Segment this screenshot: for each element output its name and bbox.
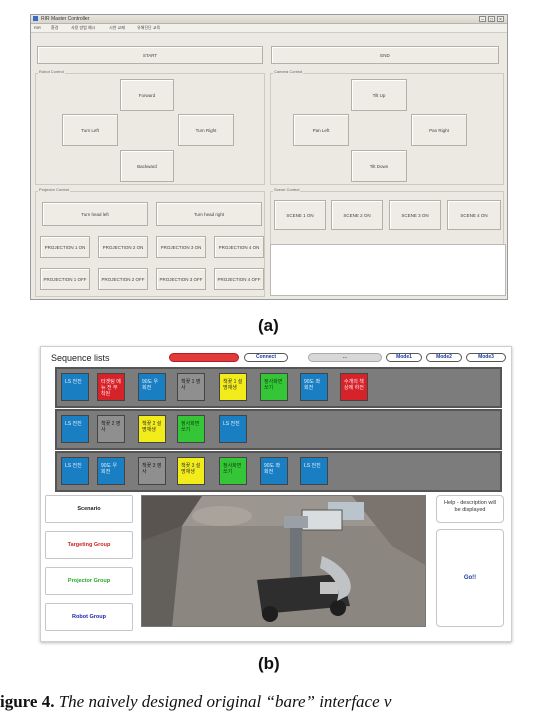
projector-control-label: Projector Control	[38, 187, 71, 192]
sequence-tile[interactable]: 타겟팅 메뉴 전 부착된	[97, 373, 125, 401]
robot-camera-view	[141, 495, 426, 627]
sequence-lists-title: Sequence lists	[51, 353, 110, 363]
figure-caption: igure 4. The naively designed original “…	[0, 692, 550, 712]
projector-group-button[interactable]: Projector Group	[45, 567, 133, 595]
scene-control-group: Scene Control SCENE 1 ON SCENE 2 ON SCEN…	[270, 187, 506, 296]
projection-2-off-button[interactable]: PROJECTION 2 OFF	[98, 268, 148, 290]
projector-control-group: Projector Control Turn head left Turn he…	[35, 187, 265, 297]
help-box: Help - description will be displayed	[436, 495, 504, 523]
maximize-icon[interactable]: □	[488, 16, 495, 23]
figure-a-label: (a)	[258, 316, 279, 335]
backward-button[interactable]: Backward	[120, 150, 174, 182]
sequence-tile[interactable]: 정사화면 쏘기	[260, 373, 288, 401]
turn-head-left-button[interactable]: Turn head left	[42, 202, 148, 226]
projection-2-on-button[interactable]: PROJECTION 2 ON	[98, 236, 148, 258]
sequence-tile[interactable]: 책꽂 3 설명재생	[177, 457, 205, 485]
menu-item-education[interactable]: 유해진단 교육	[137, 25, 161, 30]
mode2-button[interactable]: Mode2	[426, 353, 462, 362]
camera-control-label: Camera Control	[273, 69, 304, 74]
tilt-up-button[interactable]: Tilt Up	[351, 79, 407, 111]
sequence-tile[interactable]: LS 전진	[61, 415, 89, 443]
sequence-tile[interactable]: 90도 우 회전	[97, 457, 125, 485]
turn-left-button[interactable]: Turn Left	[62, 114, 118, 146]
start-button[interactable]: START	[37, 46, 263, 64]
pan-right-button[interactable]: Pan Right	[411, 114, 467, 146]
sequence-tile[interactable]: 정사화면 쏘기	[177, 415, 205, 443]
mode1-button[interactable]: Mode1	[386, 353, 422, 362]
menu-item-rir[interactable]: RIR	[34, 25, 41, 30]
sequence-tile[interactable]: 책꽂 2 영사	[97, 415, 125, 443]
figure-caption-text: igure 4. The naively designed original “…	[0, 692, 391, 711]
sequence-tile[interactable]: LS 전진	[61, 457, 89, 485]
sequence-tile[interactable]: 책꽂 1 설명재생	[219, 373, 247, 401]
sequence-tile[interactable]: 책꽂 1 영사	[177, 373, 205, 401]
turn-right-button[interactable]: Turn Right	[178, 114, 234, 146]
scenario-button[interactable]: Scenario	[45, 495, 133, 523]
projection-1-off-button[interactable]: PROJECTION 1 OFF	[40, 268, 90, 290]
status-pill[interactable]	[169, 353, 239, 362]
scene-output-area	[270, 244, 506, 296]
end-button[interactable]: END	[271, 46, 499, 64]
forward-button[interactable]: Forward	[120, 79, 174, 111]
pan-left-button[interactable]: Pan Left	[293, 114, 349, 146]
sequence-tile[interactable]: 책꽂 3 영사	[138, 457, 166, 485]
sequence-tile[interactable]: LS 전진	[219, 415, 247, 443]
scene-4-on-button[interactable]: SCENE 4 ON	[447, 200, 501, 230]
mode3-button[interactable]: Mode3	[466, 353, 506, 362]
sequence-tile[interactable]: 90도 좌 회전	[260, 457, 288, 485]
tilt-down-button[interactable]: Tilt Down	[351, 150, 407, 182]
sequence-tile[interactable]: LS 전진	[61, 373, 89, 401]
sequence-row-3: LS 전진 90도 우 회전 책꽂 3 영사 책꽂 3 설명재생 정사화면 쏘기…	[55, 451, 502, 492]
robot-group-button[interactable]: Robot Group	[45, 603, 133, 631]
connect-button[interactable]: Connect	[244, 353, 288, 362]
camera-control-group: Camera Control Tilt Up Pan Left Pan Righ…	[270, 69, 504, 185]
camera-feed-image	[142, 496, 425, 626]
master-controller-window: RIR Master Controller – □ × RIR 환경 사용 방법…	[30, 14, 508, 300]
sequence-interface-window: Sequence lists Connect ... Mode1 Mode2 M…	[40, 346, 512, 642]
sequence-tile[interactable]: 정사화면 쏘기	[219, 457, 247, 485]
menu-bar: RIR 환경 사용 방법 예시 시연 교제 유해진단 교육	[31, 24, 507, 33]
sequence-tile[interactable]: 수개의 책상에 하전	[340, 373, 368, 401]
projection-3-off-button[interactable]: PROJECTION 3 OFF	[156, 268, 206, 290]
targeting-group-button[interactable]: Targeting Group	[45, 531, 133, 559]
app-icon	[33, 16, 38, 21]
robot-control-group: Robot Control Forward Turn Left Turn Rig…	[35, 69, 265, 185]
title-bar: RIR Master Controller – □ ×	[31, 15, 507, 24]
sequence-tile[interactable]: LS 전진	[300, 457, 328, 485]
turn-head-right-button[interactable]: Turn head right	[156, 202, 262, 226]
connection-status-pill: ...	[308, 353, 382, 362]
sequence-tile[interactable]: 90도 좌 회전	[300, 373, 328, 401]
sequence-row-1: LS 전진 타겟팅 메뉴 전 부착된 90도 우 회전 책꽂 1 영사 책꽂 1…	[55, 367, 502, 408]
scene-2-on-button[interactable]: SCENE 2 ON	[331, 200, 383, 230]
projection-1-on-button[interactable]: PROJECTION 1 ON	[40, 236, 90, 258]
menu-item-env[interactable]: 환경	[51, 25, 59, 30]
window-title: RIR Master Controller	[41, 16, 90, 22]
figure-b-label: (b)	[258, 654, 280, 673]
projection-3-on-button[interactable]: PROJECTION 3 ON	[156, 236, 206, 258]
sequence-row-2: LS 전진 책꽂 2 영사 책꽂 2 설명재생 정사화면 쏘기 LS 전진	[55, 409, 502, 450]
menu-item-usage[interactable]: 사용 방법 예시	[71, 25, 96, 30]
go-button[interactable]: Go!!	[436, 529, 504, 627]
close-icon[interactable]: ×	[497, 16, 504, 23]
scene-3-on-button[interactable]: SCENE 3 ON	[389, 200, 441, 230]
robot-control-label: Robot Control	[38, 69, 65, 74]
scene-control-label: Scene Control	[273, 187, 301, 192]
figure-caption-body: The naively designed original “bare” int…	[54, 692, 392, 711]
figure-caption-number: igure 4.	[0, 692, 55, 711]
projection-4-off-button[interactable]: PROJECTION 4 OFF	[214, 268, 264, 290]
minimize-icon[interactable]: –	[479, 16, 486, 23]
projection-4-on-button[interactable]: PROJECTION 4 ON	[214, 236, 264, 258]
scene-1-on-button[interactable]: SCENE 1 ON	[274, 200, 326, 230]
sequence-tile[interactable]: 책꽂 2 설명재생	[138, 415, 166, 443]
menu-item-demo[interactable]: 시연 교제	[109, 25, 125, 30]
sequence-tile[interactable]: 90도 우 회전	[138, 373, 166, 401]
